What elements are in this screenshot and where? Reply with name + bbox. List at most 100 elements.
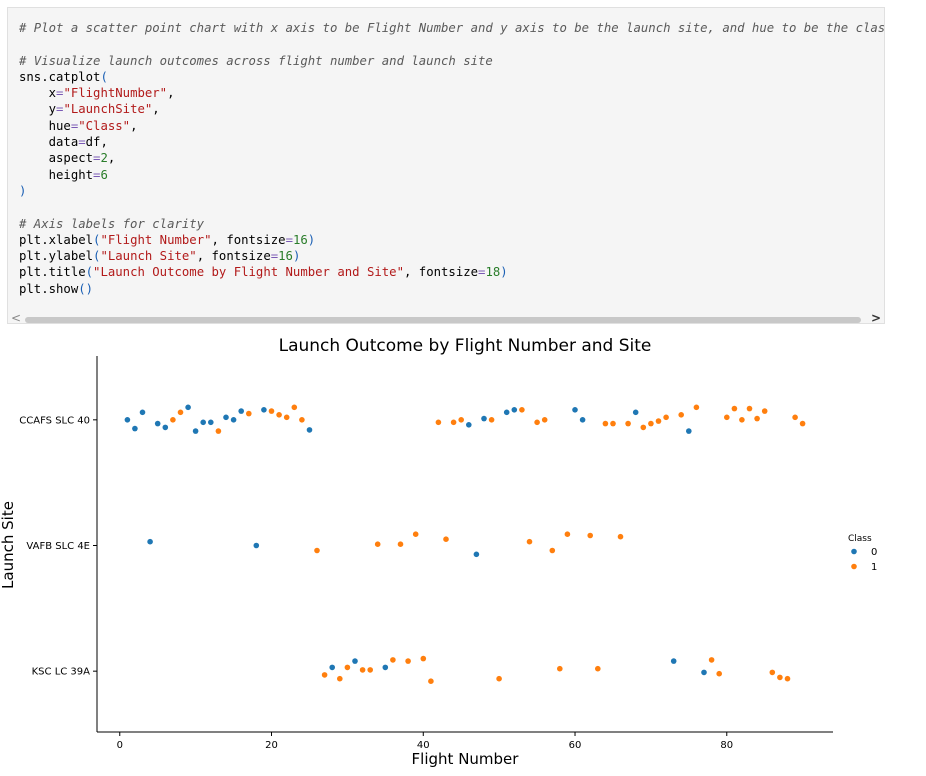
data-point-class-1 (526, 538, 533, 545)
data-point-class-1 (496, 675, 502, 682)
code-token: "Flight Number" (100, 232, 212, 247)
data-point-class-1 (731, 405, 738, 412)
data-point-class-0 (208, 419, 214, 426)
code-token: ( (93, 249, 101, 264)
x-tick-label: 0 (117, 740, 123, 751)
data-point-class-0 (473, 551, 480, 558)
legend-label: 0 (871, 547, 877, 558)
data-point-class-0 (329, 664, 336, 671)
code-token: , (167, 86, 175, 101)
code-line: plt.xlabel("Flight Number", fontsize=16) (19, 233, 315, 247)
data-point-class-1 (435, 419, 442, 426)
x-tick-label: 20 (265, 740, 278, 751)
code-token: # Axis labels for clarity (19, 216, 205, 231)
code-token: 6 (100, 167, 108, 182)
scrollbar-thumb[interactable] (25, 317, 861, 323)
y-axis-label: Launch Site (0, 501, 17, 589)
code-token: ) (307, 232, 316, 247)
data-point-class-1 (564, 531, 571, 537)
code-token: , (152, 102, 160, 117)
data-point-class-1 (519, 407, 525, 413)
y-tick-label: CCAFS SLC 40 (19, 415, 90, 426)
data-point-class-1 (799, 420, 806, 427)
data-point-class-1 (412, 531, 419, 537)
code-token: ) (292, 249, 301, 264)
data-point-class-1 (268, 408, 275, 414)
data-point-class-1 (648, 420, 654, 427)
code-line: # Plot a scatter point chart with x axis… (19, 21, 885, 35)
data-point-class-1 (557, 665, 563, 672)
data-point-class-1 (450, 419, 457, 426)
data-point-class-1 (177, 409, 184, 416)
chart-title: Launch Outcome by Flight Number and Site (279, 336, 652, 356)
data-point-class-1 (314, 547, 320, 554)
legend-marker-1 (851, 563, 857, 570)
data-point-class-1 (602, 420, 609, 427)
data-point-class-1 (640, 424, 647, 431)
code-token: , fontsize (196, 249, 271, 264)
x-tick-label: 80 (720, 740, 733, 751)
data-point-class-1 (587, 532, 593, 539)
chevron-left-icon[interactable]: < (10, 311, 22, 324)
code-token: plt.ylabel (19, 249, 94, 264)
data-point-class-1 (716, 670, 722, 677)
data-point-class-1 (761, 408, 768, 414)
data-point-class-0 (223, 414, 229, 421)
data-point-class-1 (367, 667, 374, 673)
data-point-class-0 (632, 409, 639, 416)
code-line: x="FlightNumber", (19, 86, 175, 100)
horizontal-scrollbar[interactable]: < > (8, 311, 884, 324)
data-point-class-1 (541, 417, 548, 423)
code-line: plt.show() (19, 282, 93, 296)
data-point-class-0 (306, 427, 313, 433)
chevron-right-icon[interactable]: > (870, 311, 882, 324)
data-point-class-1 (617, 533, 624, 540)
code-token: "Launch Outcome by Flight Number and Sit… (93, 265, 404, 280)
data-point-class-1 (784, 675, 791, 682)
y-tick-label: KSC LC 39A (32, 667, 91, 678)
code-editor[interactable]: # Plot a scatter point chart with x axis… (19, 20, 885, 297)
data-point-class-1 (359, 667, 366, 673)
code-token: ) (19, 183, 27, 198)
code-line: plt.title("Launch Outcome by Flight Numb… (19, 265, 508, 279)
x-tick-label: 40 (417, 740, 430, 751)
data-point-class-0 (162, 424, 169, 431)
code-token: df, (85, 135, 108, 150)
code-token: # Plot a scatter point chart with x axis… (19, 21, 885, 35)
data-point-class-1 (299, 417, 305, 423)
code-token: ( (93, 232, 101, 247)
data-point-class-0 (261, 407, 267, 413)
code-token: x (19, 86, 57, 101)
code-cell[interactable]: # Plot a scatter point chart with x axis… (7, 7, 885, 324)
code-line: height=6 (19, 168, 108, 182)
data-point-class-0 (481, 415, 487, 422)
code-token: ( (85, 265, 94, 280)
y-tick-label: VAFB SLC 4E (26, 541, 90, 552)
code-line: hue="Class", (19, 118, 138, 133)
data-point-class-1 (291, 404, 298, 411)
code-token: = (78, 135, 86, 150)
data-point-class-1 (792, 414, 798, 421)
code-token: 18 (485, 265, 501, 280)
data-point-class-0 (511, 407, 518, 413)
code-token: # Visualize launch outcomes across fligh… (19, 53, 493, 68)
data-point-class-0 (200, 419, 206, 426)
data-point-class-1 (739, 417, 745, 423)
code-token: "FlightNumber" (63, 86, 168, 101)
code-token: 2 (100, 151, 108, 166)
data-point-class-0 (147, 538, 153, 545)
data-point-class-1 (374, 541, 381, 547)
data-point-class-1 (428, 678, 434, 684)
code-token: , (107, 151, 116, 166)
data-point-class-1 (693, 404, 700, 411)
data-point-class-1 (655, 418, 662, 424)
code-token: = (70, 118, 79, 133)
data-point-class-0 (132, 425, 138, 432)
data-point-class-1 (769, 669, 776, 676)
code-token: height (19, 167, 94, 182)
data-point-class-1 (458, 417, 465, 423)
x-axis-label: Flight Number (412, 750, 520, 768)
legend-label: 1 (871, 562, 877, 573)
data-point-class-0 (686, 428, 692, 434)
data-point-class-1 (678, 412, 684, 418)
